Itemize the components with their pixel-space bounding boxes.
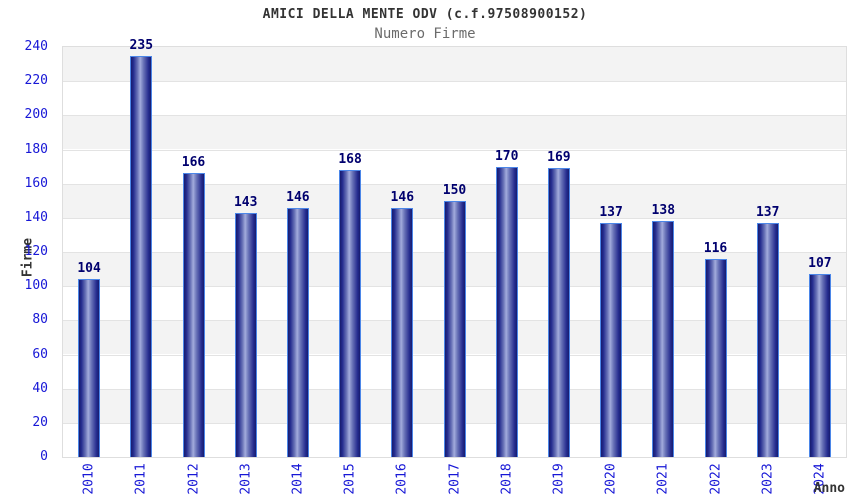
x-tick-label: 2016 [394,463,410,495]
bar-2022 [704,259,727,457]
y-tick-label: 180 [24,141,48,157]
bar-2023 [756,223,779,457]
y-tick-label: 220 [24,73,48,89]
bar-2015 [339,170,362,457]
y-tick-label: 40 [32,380,48,396]
bar-value-label: 138 [651,203,676,218]
bar-value-label: 235 [129,38,154,53]
bar-2011 [130,56,153,457]
x-tick-label: 2011 [133,463,149,495]
x-tick-label: 2021 [655,463,671,495]
plot-area: 104 235 166 143 146 168 146 150 170 169 137 138 116 1… [62,38,847,458]
bar-2019 [547,168,570,457]
chart-subtitle: Numero Firme [374,26,476,42]
gridline [63,81,846,83]
y-tick-label: 240 [24,39,48,54]
y-tick-label: 140 [24,209,48,225]
x-tick-label: 2020 [603,463,619,495]
y-tick-label: 100 [24,278,48,294]
y-tick-label: 120 [24,244,48,259]
bar-2020 [600,223,623,457]
bar-value-label: 107 [808,256,832,271]
bar-2013 [234,213,257,457]
bar-value-label: 170 [494,149,519,164]
chart-title: AMICI DELLA MENTE ODV (c.f.97508900152) [262,7,588,22]
bar-2014 [286,208,309,457]
bar-2010 [78,279,101,457]
x-tick-label: 2023 [760,463,776,495]
x-tick-label: 2022 [708,463,723,495]
x-tick-label: 2017 [447,463,462,495]
bar-value-label: 168 [338,152,362,167]
x-tick-label: 2010 [81,463,97,495]
bar-value-label: 166 [181,155,206,170]
plot-band [63,149,846,184]
bar-value-label: 137 [599,205,623,220]
y-tick-label: 160 [24,175,48,191]
gridline [63,183,846,185]
gridline [63,149,846,151]
plot-band [63,47,846,82]
bar-2017 [443,201,466,457]
bar-value-label: 116 [703,241,728,256]
y-tick-label: 20 [32,414,48,430]
y-tick-label: 80 [32,312,48,328]
x-tick-label: 2013 [238,463,254,495]
bar-value-label: 146 [286,190,310,205]
bar-value-label: 169 [547,150,571,165]
y-tick-label: 0 [40,449,48,464]
plot-band [63,115,846,150]
bar-value-label: 137 [755,205,780,220]
bar-value-label: 146 [390,190,415,205]
x-tick-label: 2019 [551,463,567,495]
y-tick-label: 200 [24,107,48,123]
bar-2024 [808,274,831,457]
bar-2012 [182,173,205,457]
bar-value-label: 143 [233,195,258,210]
y-tick-label: 60 [32,346,48,362]
x-axis-label: Anno [813,481,845,496]
x-tick-label: 2015 [342,463,358,495]
bar-2021 [652,221,675,457]
bar-2016 [391,208,414,457]
x-tick-label: 2018 [499,463,515,495]
x-tick-label: 2012 [186,463,201,495]
bar-value-label: 104 [77,261,101,276]
bar-value-label: 150 [442,183,467,198]
x-tick-label: 2014 [290,463,306,495]
gridline [63,115,846,117]
plot-band [63,81,846,116]
bar-2018 [495,167,518,457]
